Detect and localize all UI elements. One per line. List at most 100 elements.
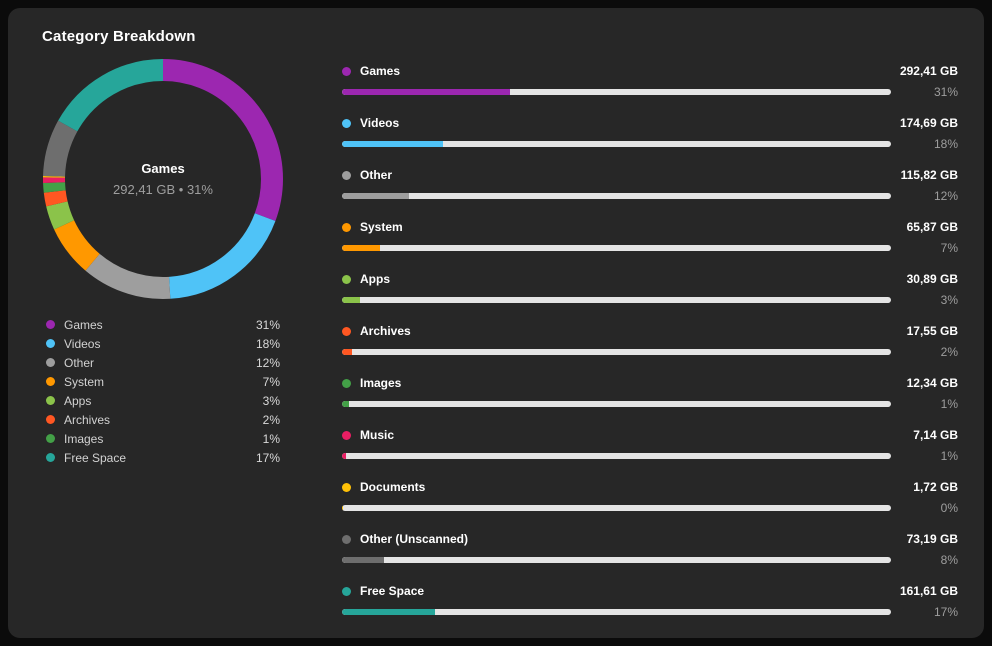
category-progress-track bbox=[342, 245, 891, 251]
category-label: Other bbox=[360, 168, 393, 182]
category-row-free-space[interactable]: Free Space 161,61 GB 17% bbox=[342, 581, 958, 623]
category-color-dot bbox=[342, 586, 351, 596]
category-row-header: Archives 17,55 GB bbox=[342, 321, 958, 341]
category-progress-fill bbox=[342, 505, 343, 511]
panel-title: Category Breakdown bbox=[42, 28, 196, 45]
category-percent-value: 17% bbox=[933, 605, 958, 619]
category-progress-track bbox=[342, 505, 891, 511]
category-row-bar-line: 0% bbox=[342, 497, 958, 519]
category-color-dot bbox=[342, 118, 351, 128]
category-row-header: Other (Unscanned) 73,19 GB bbox=[342, 529, 958, 549]
legend-percent: 1% bbox=[262, 431, 280, 446]
category-size-value: 7,14 GB bbox=[913, 428, 958, 442]
category-row-bar-line: 17% bbox=[342, 601, 958, 623]
category-label: Images bbox=[360, 376, 402, 390]
legend-label: System bbox=[64, 374, 105, 389]
category-row-other-unscanned[interactable]: Other (Unscanned) 73,19 GB 8% bbox=[342, 529, 958, 571]
category-size-value: 115,82 GB bbox=[900, 168, 958, 182]
category-percent-value: 2% bbox=[940, 345, 958, 359]
category-percent-value: 12% bbox=[933, 189, 958, 203]
panel-content: Games 292,41 GB • 31% Games 31% Videos 1… bbox=[34, 59, 958, 633]
category-size-value: 292,41 GB bbox=[899, 64, 958, 78]
category-label: Archives bbox=[360, 324, 411, 338]
legend-item-images[interactable]: Images 1% bbox=[42, 429, 280, 448]
category-row-header: Images 12,34 GB bbox=[342, 373, 958, 393]
category-label: Documents bbox=[360, 480, 426, 494]
category-label: Apps bbox=[360, 272, 390, 286]
chart-legend: Games 31% Videos 18% Other 12% System 7%… bbox=[42, 315, 280, 467]
legend-color-dot bbox=[46, 434, 55, 443]
category-label: Music bbox=[360, 428, 395, 442]
legend-color-dot bbox=[46, 358, 55, 367]
category-label: Other (Unscanned) bbox=[360, 532, 469, 546]
category-row-header: Other 115,82 GB bbox=[342, 165, 958, 185]
legend-item-system[interactable]: System 7% bbox=[42, 372, 280, 391]
category-color-dot bbox=[342, 274, 351, 284]
category-size-value: 12,34 GB bbox=[906, 376, 958, 390]
legend-percent: 18% bbox=[255, 336, 280, 351]
donut-column: Games 292,41 GB • 31% Games 31% Videos 1… bbox=[34, 59, 320, 467]
category-row-music[interactable]: Music 7,14 GB 1% bbox=[342, 425, 958, 467]
category-row-other[interactable]: Other 115,82 GB 12% bbox=[342, 165, 958, 207]
category-label: System bbox=[360, 220, 403, 234]
category-progress-track bbox=[342, 89, 891, 95]
category-progress-fill bbox=[342, 89, 511, 95]
category-donut-chart[interactable]: Games 292,41 GB • 31% bbox=[43, 59, 283, 299]
legend-item-other[interactable]: Other 12% bbox=[42, 353, 280, 372]
category-percent-value: 3% bbox=[940, 293, 958, 307]
category-progress-fill bbox=[342, 297, 360, 303]
category-progress-track bbox=[342, 557, 891, 563]
category-percent-value: 0% bbox=[940, 501, 958, 515]
category-color-dot bbox=[342, 430, 351, 440]
category-progress-fill bbox=[342, 245, 380, 251]
category-color-dot bbox=[342, 222, 351, 232]
category-row-system[interactable]: System 65,87 GB 7% bbox=[342, 217, 958, 259]
legend-item-apps[interactable]: Apps 3% bbox=[42, 391, 280, 410]
category-row-header: Music 7,14 GB bbox=[342, 425, 958, 445]
category-progress-track bbox=[342, 609, 891, 615]
legend-label: Other bbox=[64, 355, 95, 370]
category-progress-fill bbox=[342, 609, 436, 615]
category-color-dot bbox=[342, 326, 351, 336]
donut-segment-other[interactable] bbox=[43, 59, 283, 299]
category-row-documents[interactable]: Documents 1,72 GB 0% bbox=[342, 477, 958, 519]
category-row-apps[interactable]: Apps 30,89 GB 3% bbox=[342, 269, 958, 311]
category-size-value: 1,72 GB bbox=[913, 480, 958, 494]
donut-segment-games[interactable] bbox=[43, 59, 283, 299]
category-row-bar-line: 1% bbox=[342, 445, 958, 467]
category-percent-value: 1% bbox=[940, 397, 958, 411]
category-row-bar-line: 1% bbox=[342, 393, 958, 415]
category-progress-track bbox=[342, 401, 891, 407]
legend-item-archives[interactable]: Archives 2% bbox=[42, 410, 280, 429]
legend-item-videos[interactable]: Videos 18% bbox=[42, 334, 280, 353]
category-progress-fill bbox=[342, 141, 443, 147]
category-breakdown-panel: Category Breakdown Games 292,41 GB • 31%… bbox=[8, 8, 984, 638]
category-color-dot bbox=[342, 378, 351, 388]
category-row-bar-line: 18% bbox=[342, 133, 958, 155]
category-row-header: Apps 30,89 GB bbox=[342, 269, 958, 289]
legend-item-free-space[interactable]: Free Space 17% bbox=[42, 448, 280, 467]
legend-label: Free Space bbox=[64, 450, 127, 465]
category-progress-track bbox=[342, 141, 891, 147]
category-progress-track bbox=[342, 349, 891, 355]
legend-color-dot bbox=[46, 453, 55, 462]
category-color-dot bbox=[342, 534, 351, 544]
category-percent-value: 8% bbox=[940, 553, 958, 567]
category-size-value: 174,69 GB bbox=[899, 116, 958, 130]
category-size-value: 17,55 GB bbox=[906, 324, 958, 338]
category-color-dot bbox=[342, 482, 351, 492]
donut-svg[interactable] bbox=[43, 59, 283, 299]
donut-segment-music[interactable] bbox=[43, 59, 283, 299]
category-progress-track bbox=[342, 453, 891, 459]
category-row-archives[interactable]: Archives 17,55 GB 2% bbox=[342, 321, 958, 363]
category-row-images[interactable]: Images 12,34 GB 1% bbox=[342, 373, 958, 415]
category-percent-value: 31% bbox=[933, 85, 958, 99]
legend-color-dot bbox=[46, 377, 55, 386]
legend-item-games[interactable]: Games 31% bbox=[42, 315, 280, 334]
category-progress-fill bbox=[342, 193, 409, 199]
category-progress-fill bbox=[342, 349, 353, 355]
category-progress-track bbox=[342, 297, 891, 303]
category-row-games[interactable]: Games 292,41 GB 31% bbox=[342, 61, 958, 103]
category-size-value: 65,87 GB bbox=[906, 220, 958, 234]
category-row-videos[interactable]: Videos 174,69 GB 18% bbox=[342, 113, 958, 155]
